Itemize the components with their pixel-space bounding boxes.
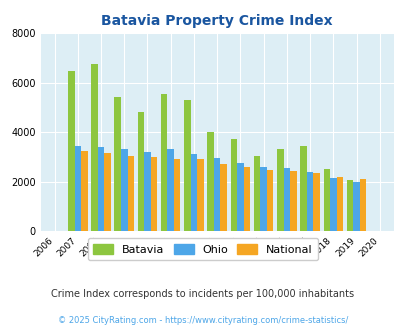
Bar xyxy=(260,167,266,231)
Bar xyxy=(220,164,226,231)
Bar xyxy=(329,178,336,231)
Bar xyxy=(127,155,134,231)
Bar xyxy=(150,157,157,231)
Bar xyxy=(243,167,249,231)
Bar xyxy=(91,64,98,231)
Bar xyxy=(277,149,283,231)
Bar xyxy=(237,163,243,231)
Bar xyxy=(184,100,190,231)
Bar xyxy=(359,179,365,231)
Text: Crime Index corresponds to incidents per 100,000 inhabitants: Crime Index corresponds to incidents per… xyxy=(51,289,354,299)
Bar xyxy=(306,172,313,231)
Bar xyxy=(283,168,290,231)
Bar xyxy=(253,155,260,231)
Bar xyxy=(197,159,203,231)
Bar xyxy=(190,154,197,231)
Title: Batavia Property Crime Index: Batavia Property Crime Index xyxy=(101,14,332,28)
Bar xyxy=(323,169,329,231)
Bar xyxy=(174,159,180,231)
Bar xyxy=(160,94,167,231)
Bar xyxy=(167,149,174,231)
Bar xyxy=(313,173,319,231)
Bar xyxy=(81,150,87,231)
Bar xyxy=(346,180,352,231)
Bar xyxy=(352,182,359,231)
Legend: Batavia, Ohio, National: Batavia, Ohio, National xyxy=(87,238,318,260)
Bar xyxy=(98,147,104,231)
Bar xyxy=(213,158,220,231)
Bar xyxy=(230,139,237,231)
Bar xyxy=(75,146,81,231)
Bar xyxy=(207,132,213,231)
Bar xyxy=(121,149,127,231)
Bar xyxy=(300,146,306,231)
Bar xyxy=(137,112,144,231)
Bar xyxy=(144,152,150,231)
Bar xyxy=(104,153,111,231)
Bar xyxy=(290,171,296,231)
Bar xyxy=(114,97,121,231)
Bar xyxy=(68,71,75,231)
Bar xyxy=(266,170,273,231)
Text: © 2025 CityRating.com - https://www.cityrating.com/crime-statistics/: © 2025 CityRating.com - https://www.city… xyxy=(58,316,347,325)
Bar xyxy=(336,177,342,231)
